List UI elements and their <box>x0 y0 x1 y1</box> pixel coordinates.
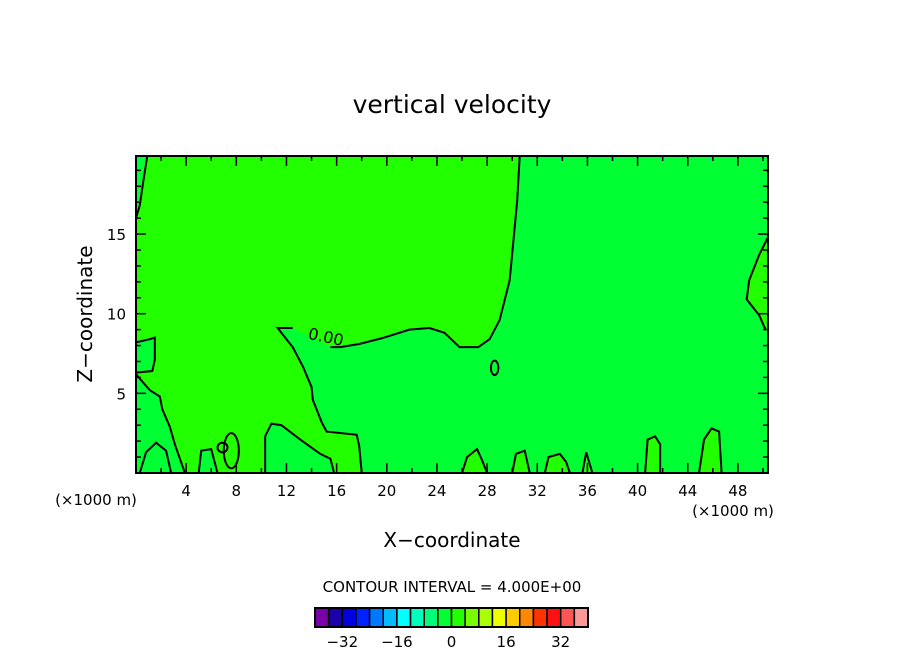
colorbar-swatch <box>341 607 357 628</box>
contour-line <box>135 373 186 474</box>
colorbar-tick-label: 16 <box>497 633 516 651</box>
contour-bump-fill <box>139 442 172 473</box>
x-unit-left: (×1000 m) <box>55 491 137 509</box>
x-tick-label: 36 <box>578 482 597 500</box>
x-unit-right: (×1000 m) <box>692 502 774 520</box>
colorbar-tick-label: 32 <box>551 633 570 651</box>
x-tick-label: 20 <box>377 482 396 500</box>
colorbar-swatch <box>396 607 412 628</box>
colorbar-swatch <box>382 607 398 628</box>
colorbar-swatch <box>437 607 453 628</box>
contour-line <box>698 427 723 474</box>
chart-title: vertical velocity <box>353 90 552 119</box>
contour-bump-fill <box>462 449 488 473</box>
x-tick-labels: 4 8 12 16 20 24 28 32 36 40 44 48 <box>181 482 747 500</box>
colorbar-swatch <box>327 607 344 628</box>
x-tick-label: 28 <box>478 482 497 500</box>
y-tick-label: 5 <box>116 385 126 403</box>
y-tick-label: 15 <box>107 226 126 244</box>
y-tick-label: 10 <box>107 306 126 324</box>
contour-line <box>275 327 363 474</box>
x-tick-label: 48 <box>728 482 747 500</box>
x-tick-label: 4 <box>181 482 191 500</box>
x-tick-label: 44 <box>678 482 697 500</box>
colorbar-swatch <box>423 607 439 628</box>
contour-line <box>461 447 489 474</box>
contour-line <box>644 435 662 474</box>
positive-level-fill <box>136 156 520 473</box>
contour-bump-fill <box>645 436 661 473</box>
x-tick-label: 16 <box>327 482 346 500</box>
positive-level-fill-right <box>746 237 768 330</box>
contour-line <box>135 155 149 219</box>
colorbar-frame <box>314 607 589 628</box>
colorbar-swatch <box>409 607 425 628</box>
contour-line <box>264 422 336 474</box>
contour-line <box>581 452 594 474</box>
x-tick-label: 40 <box>628 482 647 500</box>
contour-loop <box>222 432 240 470</box>
contour-line <box>197 447 219 474</box>
colorbar-swatch <box>546 607 562 628</box>
colorbar-swatch <box>464 607 480 628</box>
x-tick-label: 8 <box>232 482 242 500</box>
contour-loop <box>489 359 500 377</box>
colorbar-tick-label: 0 <box>447 633 457 651</box>
contour-bump-fill <box>265 423 335 473</box>
colorbar-swatch <box>559 607 576 628</box>
colorbar-swatch <box>532 607 548 628</box>
contour-line <box>330 155 521 349</box>
plot-frame <box>135 155 769 474</box>
plot-area: 0.00 <box>135 155 769 474</box>
x-tick-label: 12 <box>277 482 296 500</box>
colorbar: −32 −16 0 16 32 <box>314 607 589 651</box>
colorbar-swatch <box>519 607 535 628</box>
colorbar-tick-label: −32 <box>326 633 358 651</box>
contour-line <box>745 236 769 331</box>
contour-line <box>138 441 173 474</box>
colorbar-swatch <box>368 607 385 628</box>
colorbar-swatch <box>450 607 466 628</box>
colorbar-tick-label: −16 <box>381 633 413 651</box>
contour-line <box>543 452 571 474</box>
x-tick-label: 32 <box>528 482 547 500</box>
contour-line <box>135 336 156 374</box>
colorbar-swatch <box>478 607 494 628</box>
x-axis-label: X−coordinate <box>383 528 520 552</box>
contour-interval: CONTOUR INTERVAL = 4.000E+00 <box>323 578 582 596</box>
y-tick-labels: 5 10 15 <box>107 226 126 403</box>
colorbar-swatch <box>505 607 521 628</box>
contour-line <box>511 449 531 474</box>
colorbar-swatch <box>314 607 330 628</box>
colorbar-swatch <box>491 607 507 628</box>
x-tick-label: 24 <box>427 482 446 500</box>
contour-loop <box>216 441 229 454</box>
y-axis-label: Z−coordinate <box>73 245 97 382</box>
colorbar-swatch <box>573 607 589 628</box>
colorbar-swatch <box>355 607 371 628</box>
